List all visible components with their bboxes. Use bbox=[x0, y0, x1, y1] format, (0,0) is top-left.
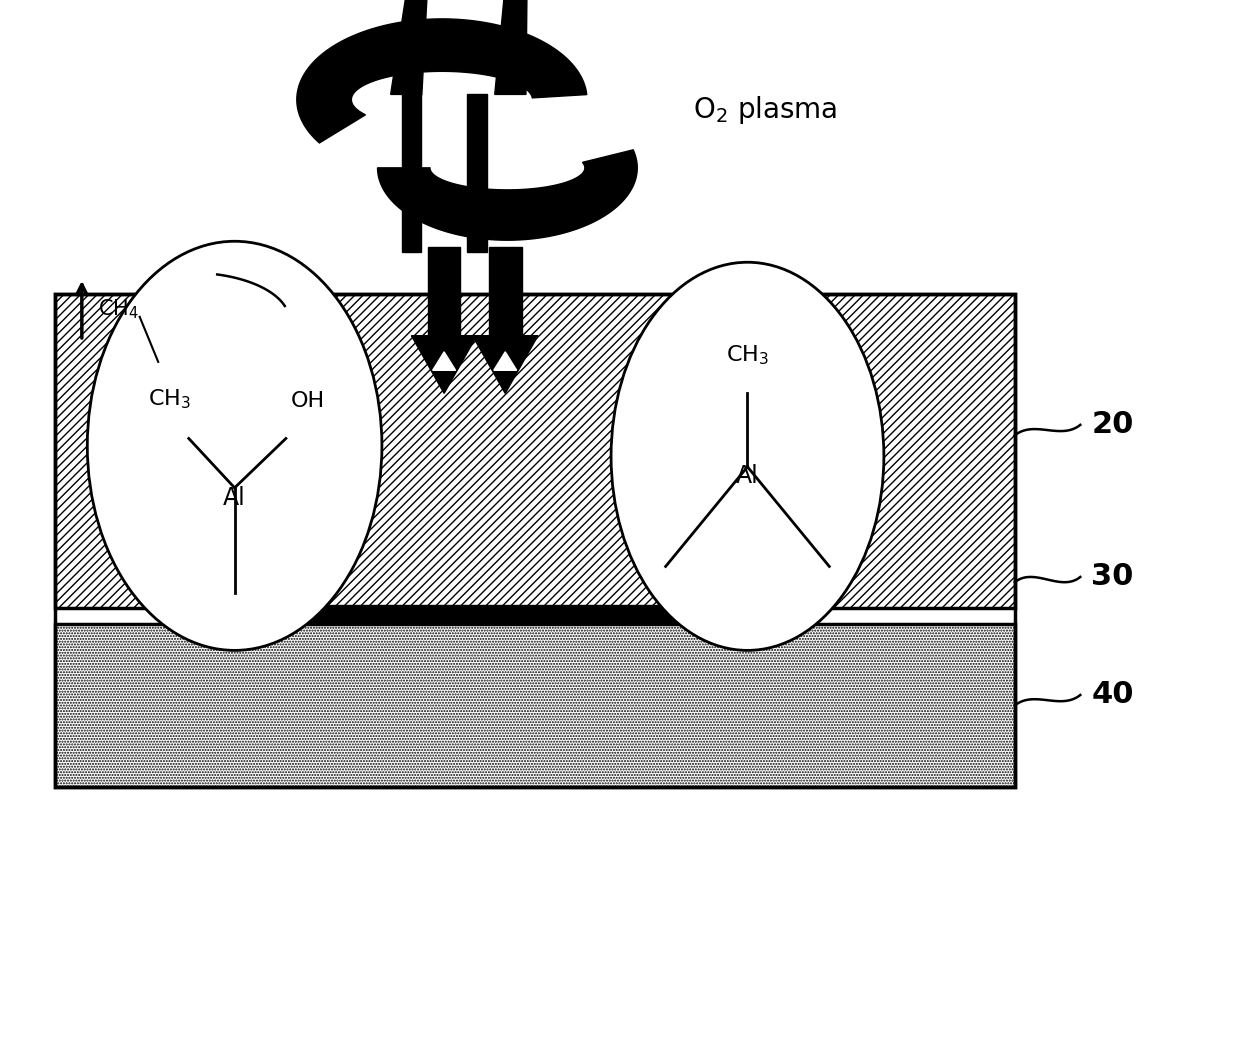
Bar bbox=[489, 247, 522, 336]
Bar bbox=[295, 605, 709, 624]
Text: 20: 20 bbox=[1091, 410, 1133, 440]
Text: OH: OH bbox=[290, 391, 325, 411]
Bar bbox=[428, 247, 460, 336]
Polygon shape bbox=[495, 0, 528, 94]
Bar bbox=[402, 94, 422, 252]
Bar bbox=[467, 94, 486, 252]
Bar bbox=[55, 294, 1014, 787]
Text: O$_2$ plasma: O$_2$ plasma bbox=[693, 94, 837, 126]
Text: 30: 30 bbox=[1091, 562, 1133, 592]
Text: CH$_4$: CH$_4$ bbox=[98, 298, 139, 321]
Polygon shape bbox=[412, 336, 477, 393]
Polygon shape bbox=[494, 351, 517, 370]
Ellipse shape bbox=[611, 262, 884, 650]
Text: CH$_3$: CH$_3$ bbox=[725, 344, 769, 367]
Polygon shape bbox=[433, 351, 455, 370]
Polygon shape bbox=[472, 336, 538, 393]
Bar bbox=[55, 624, 1014, 787]
Ellipse shape bbox=[87, 241, 382, 650]
Polygon shape bbox=[377, 150, 637, 240]
Text: 40: 40 bbox=[1091, 681, 1133, 709]
Bar bbox=[55, 294, 1014, 608]
Text: Al: Al bbox=[223, 486, 246, 510]
Polygon shape bbox=[391, 0, 434, 94]
Text: Al: Al bbox=[737, 464, 759, 488]
Polygon shape bbox=[296, 19, 587, 143]
Text: CH$_3$: CH$_3$ bbox=[148, 388, 191, 411]
